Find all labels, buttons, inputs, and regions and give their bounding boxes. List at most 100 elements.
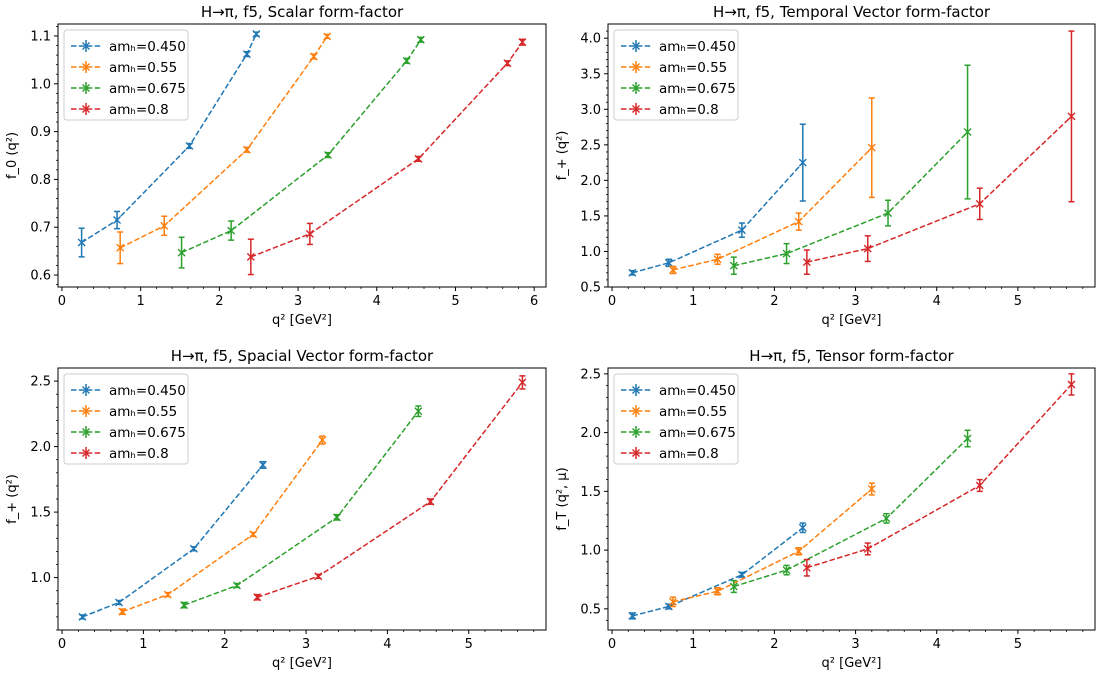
data-point-marker bbox=[518, 378, 527, 387]
data-point-marker bbox=[963, 128, 972, 137]
legend-marker bbox=[82, 42, 90, 50]
data-point-marker bbox=[246, 252, 255, 261]
data-point-marker bbox=[249, 530, 258, 539]
y-tick-label: 4.0 bbox=[580, 32, 601, 47]
data-point-marker bbox=[975, 199, 984, 208]
x-tick-label: 1 bbox=[139, 637, 147, 652]
legend-marker bbox=[632, 386, 640, 394]
data-point-marker bbox=[115, 598, 123, 607]
data-point-marker bbox=[802, 258, 811, 267]
series-1 bbox=[628, 123, 807, 277]
x-tick-label: 1 bbox=[137, 294, 145, 309]
x-tick-label: 4 bbox=[933, 294, 941, 309]
data-point-marker bbox=[628, 268, 637, 277]
data-point-marker bbox=[782, 249, 791, 258]
legend-marker bbox=[82, 428, 90, 436]
legend-label: amₕ=0.450 bbox=[109, 383, 186, 399]
data-point-marker bbox=[798, 158, 807, 167]
data-point-marker bbox=[318, 436, 327, 445]
y-tick-label: 1.0 bbox=[580, 544, 601, 559]
y-tick-label: 0.9 bbox=[30, 125, 51, 140]
legend-label: amₕ=0.8 bbox=[109, 102, 169, 118]
data-point-marker bbox=[794, 217, 803, 226]
series-line bbox=[122, 439, 323, 613]
legend-box bbox=[63, 29, 189, 121]
y-tick-label: 3.5 bbox=[580, 67, 601, 82]
legend: amₕ=0.450 amₕ=0.55 amₕ=0.675 amₕ=0.8 bbox=[613, 373, 739, 465]
legend-label: amₕ=0.8 bbox=[659, 102, 719, 118]
data-point-marker bbox=[253, 593, 262, 602]
chart-title: H→π, f5, Tensor form-factor bbox=[749, 347, 954, 365]
data-point-marker bbox=[305, 229, 314, 238]
series-line bbox=[733, 131, 969, 267]
x-tick-label: 5 bbox=[1014, 637, 1022, 652]
subplot-4: H→π, f5, Tensor form-factor 0 1 2 3 4 5 0.5 1.0 1… bbox=[555, 347, 1096, 671]
data-point-marker bbox=[77, 238, 86, 247]
data-point-marker bbox=[309, 52, 318, 61]
chart-title: H→π, f5, Scalar form-factor bbox=[201, 3, 404, 21]
y-tick-label: 1.5 bbox=[580, 485, 601, 500]
legend: amₕ=0.450 amₕ=0.55 amₕ=0.675 amₕ=0.8 bbox=[63, 373, 189, 465]
x-tick-label: 5 bbox=[451, 294, 459, 309]
data-point-marker bbox=[729, 261, 738, 270]
y-tick-label: 1.1 bbox=[30, 29, 51, 44]
data-point-marker bbox=[242, 50, 251, 59]
data-point-marker bbox=[118, 607, 127, 616]
chart-title: H→π, f5, Spacial Vector form-factor bbox=[171, 347, 434, 365]
legend-marker bbox=[82, 386, 90, 394]
series-3 bbox=[180, 405, 423, 610]
y-tick-label: 2.5 bbox=[580, 138, 601, 153]
x-tick-label: 2 bbox=[770, 294, 778, 309]
data-point-marker bbox=[713, 587, 722, 596]
data-point-marker bbox=[503, 59, 512, 68]
y-tick-label: 1.0 bbox=[30, 77, 51, 92]
legend-marker bbox=[632, 407, 640, 415]
legend-marker bbox=[82, 84, 90, 92]
x-tick-label: 0 bbox=[58, 637, 66, 652]
data-point-marker bbox=[737, 226, 746, 235]
x-tick-label: 0 bbox=[608, 637, 616, 652]
x-tick-label: 3 bbox=[294, 294, 302, 309]
series-4 bbox=[802, 373, 1076, 577]
legend-label: amₕ=0.675 bbox=[109, 425, 186, 441]
x-tick-label: 2 bbox=[215, 294, 223, 309]
series-1 bbox=[77, 30, 261, 258]
y-tick-label: 2.0 bbox=[580, 174, 601, 189]
y-axis-label: f_+ (q²) bbox=[5, 474, 20, 524]
data-point-marker bbox=[180, 601, 189, 610]
data-point-marker bbox=[867, 143, 876, 152]
x-axis-label: q² [GeV²] bbox=[822, 313, 882, 328]
y-tick-label: 2.5 bbox=[580, 367, 601, 382]
y-tick-label: 2.5 bbox=[30, 375, 51, 390]
legend-marker bbox=[82, 449, 90, 457]
legend-marker bbox=[632, 105, 640, 113]
series-line bbox=[181, 39, 422, 254]
series-1 bbox=[628, 522, 807, 620]
series-line bbox=[257, 381, 523, 599]
legend-marker bbox=[632, 42, 640, 50]
data-point-marker bbox=[628, 611, 637, 620]
data-point-marker bbox=[252, 30, 261, 39]
subplot-1: H→π, f5, Scalar form-factor 0 1 2 3 4 5 6 0.6 0.7… bbox=[5, 3, 547, 328]
legend-marker bbox=[632, 63, 640, 71]
legend-box bbox=[63, 373, 189, 465]
legend-label: amₕ=0.8 bbox=[109, 446, 169, 462]
data-point-marker bbox=[116, 243, 125, 252]
x-tick-label: 0 bbox=[608, 294, 616, 309]
data-point-marker bbox=[802, 563, 811, 572]
data-point-marker bbox=[323, 151, 332, 160]
subplot-3: H→π, f5, Spacial Vector form-factor 0 1 2 3 4… bbox=[5, 347, 547, 671]
data-point-marker bbox=[963, 434, 972, 443]
legend-label: amₕ=0.450 bbox=[109, 39, 186, 55]
x-tick-label: 3 bbox=[302, 637, 310, 652]
legend: amₕ=0.450 amₕ=0.55 amₕ=0.675 amₕ=0.8 bbox=[63, 29, 189, 121]
data-point-marker bbox=[668, 597, 677, 606]
data-point-marker bbox=[163, 590, 172, 599]
legend-box bbox=[613, 373, 739, 465]
chart-title: H→π, f5, Temporal Vector form-factor bbox=[713, 3, 991, 21]
data-point-marker bbox=[414, 407, 423, 416]
legend-label: amₕ=0.450 bbox=[659, 39, 736, 55]
series-line bbox=[82, 464, 264, 618]
data-point-marker bbox=[160, 221, 169, 230]
